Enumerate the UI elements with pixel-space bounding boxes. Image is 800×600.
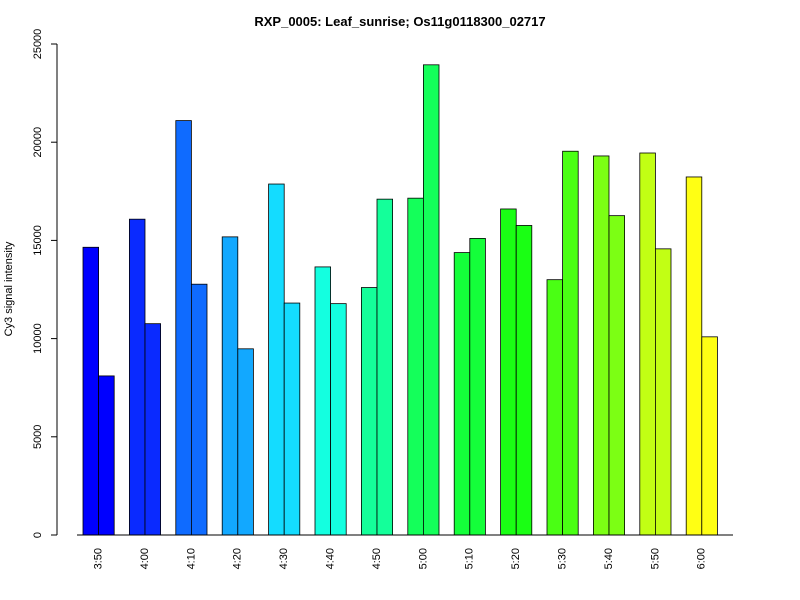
x-tick-label: 4:30 xyxy=(278,548,290,569)
x-tick-label: 5:10 xyxy=(464,548,476,569)
bar xyxy=(128,218,146,536)
x-tick-label: 5:20 xyxy=(510,548,522,569)
bar xyxy=(515,225,533,536)
y-tick-label: 10000 xyxy=(32,323,44,354)
bar xyxy=(685,176,703,536)
bar xyxy=(407,197,424,536)
y-tick-label: 15000 xyxy=(32,225,44,256)
y-axis: 0 5000 10000 15000 20000 25000 xyxy=(32,29,58,538)
x-tick-label: 6:00 xyxy=(696,548,708,569)
bar xyxy=(639,152,656,536)
bar xyxy=(701,336,718,536)
bar xyxy=(144,323,162,536)
x-tick-label: 4:50 xyxy=(371,548,383,569)
bar xyxy=(360,287,378,536)
x-tick-label: 4:40 xyxy=(325,548,337,569)
bar xyxy=(469,238,486,536)
bars-group xyxy=(82,64,718,536)
y-tick-label: 25000 xyxy=(32,29,44,60)
chart-title: RXP_0005: Leaf_sunrise; Os11g0118300_027… xyxy=(254,14,545,29)
bar xyxy=(268,183,285,536)
x-tick-label: 5:30 xyxy=(557,548,569,569)
bar xyxy=(593,155,610,536)
bar xyxy=(175,120,192,536)
x-tick-label: 4:10 xyxy=(185,548,197,569)
bar xyxy=(562,150,579,536)
x-tick-label: 4:00 xyxy=(139,548,151,569)
bar xyxy=(98,375,115,536)
bar xyxy=(221,236,239,536)
bar xyxy=(608,215,626,536)
bar xyxy=(283,302,301,536)
bar xyxy=(655,248,672,536)
bar xyxy=(82,246,100,536)
bar xyxy=(422,64,440,536)
x-tick-label: 5:00 xyxy=(417,548,429,569)
y-tick-label: 0 xyxy=(32,532,44,538)
bar xyxy=(190,283,208,536)
y-tick-label: 5000 xyxy=(32,425,44,449)
bar xyxy=(237,348,254,536)
bar xyxy=(376,198,394,536)
x-tick-label: 3:50 xyxy=(93,548,105,569)
bar xyxy=(453,252,471,536)
y-tick-label: 20000 xyxy=(32,127,44,158)
x-tick-label: 4:20 xyxy=(232,548,244,569)
bar xyxy=(546,279,564,536)
x-tick-label: 5:40 xyxy=(603,548,615,569)
y-axis-label: Cy3 signal intensity xyxy=(3,241,15,336)
x-axis: 3:50 4:00 4:10 4:20 4:30 4:40 4:50 5:00 5:10 5:20… xyxy=(77,534,733,569)
bar xyxy=(330,303,347,536)
x-tick-label: 5:50 xyxy=(649,548,661,569)
bar xyxy=(314,266,332,536)
bar xyxy=(500,208,517,536)
